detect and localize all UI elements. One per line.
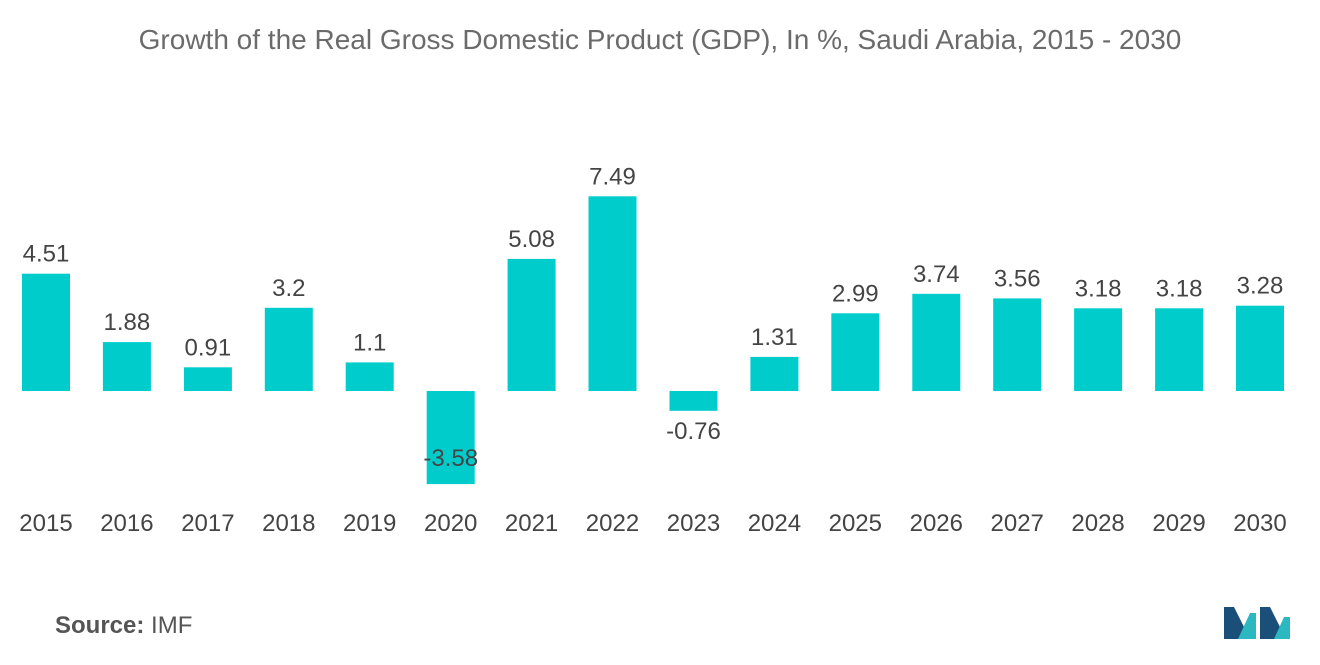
value-label-2024: 1.31 [751,324,798,351]
x-tick-labels-group: 2015 2016 2017 2018 2019 2020 2021 2022 2023 2024… [19,510,1286,537]
bar-chart: 4.51 1.88 0.91 3.2 1.1 -3.58 5.08 7.49 -0.76 1.31… [19,163,1286,537]
value-label-2029: 3.18 [1156,275,1203,302]
x-tick-2020: 2020 [424,510,477,537]
source-note: Source: IMF [55,612,192,640]
value-label-2019: 1.1 [353,329,386,356]
bar-2018 [264,307,313,391]
x-tick-2015: 2015 [19,510,72,537]
x-tick-2028: 2028 [1071,510,1124,537]
value-label-2015: 4.51 [23,241,70,268]
bars-group [22,196,1284,485]
value-label-2016: 1.88 [104,309,151,336]
bar-2026 [912,293,961,391]
x-tick-2018: 2018 [262,510,315,537]
x-tick-2026: 2026 [910,510,963,537]
bar-2017 [183,367,232,391]
value-label-2027: 3.56 [994,265,1041,292]
bar-2020 [426,391,475,485]
brand-logo-icon [1224,607,1290,639]
value-labels-group: 4.51 1.88 0.91 3.2 1.1 -3.58 5.08 7.49 -0.76 1.31… [23,163,1284,472]
bar-2016 [102,342,151,391]
value-label-2022: 7.49 [589,163,636,190]
x-tick-2019: 2019 [343,510,396,537]
bar-2029 [1155,308,1204,391]
bar-2023 [669,391,718,411]
x-tick-2016: 2016 [100,510,153,537]
value-label-2021: 5.08 [508,226,555,253]
chart-title: Growth of the Real Gross Domestic Produc… [138,24,1182,55]
value-label-2030: 3.28 [1237,273,1284,300]
value-label-2025: 2.99 [832,280,879,307]
x-tick-2021: 2021 [505,510,558,537]
value-label-2018: 3.2 [272,275,305,302]
bar-2021 [507,258,556,391]
x-tick-2023: 2023 [667,510,720,537]
x-tick-2029: 2029 [1152,510,1205,537]
source-value: IMF [151,612,193,639]
x-tick-2025: 2025 [829,510,882,537]
bar-2025 [831,313,880,391]
value-label-2017: 0.91 [185,334,232,361]
bar-2024 [750,356,799,391]
bar-2028 [1074,308,1123,391]
x-tick-2027: 2027 [991,510,1044,537]
x-tick-2022: 2022 [586,510,639,537]
value-label-2028: 3.18 [1075,275,1122,302]
value-label-2026: 3.74 [913,261,960,288]
x-tick-2024: 2024 [748,510,801,537]
bar-2015 [22,273,70,391]
x-tick-2030: 2030 [1233,510,1286,537]
source-label: Source: [55,612,145,639]
value-label-2020: -3.58 [423,445,478,472]
value-label-2023: -0.76 [666,418,721,445]
bar-2030 [1236,305,1284,391]
bar-2022 [588,196,637,391]
bar-2027 [993,298,1042,391]
bar-2019 [345,362,394,391]
x-tick-2017: 2017 [181,510,234,537]
